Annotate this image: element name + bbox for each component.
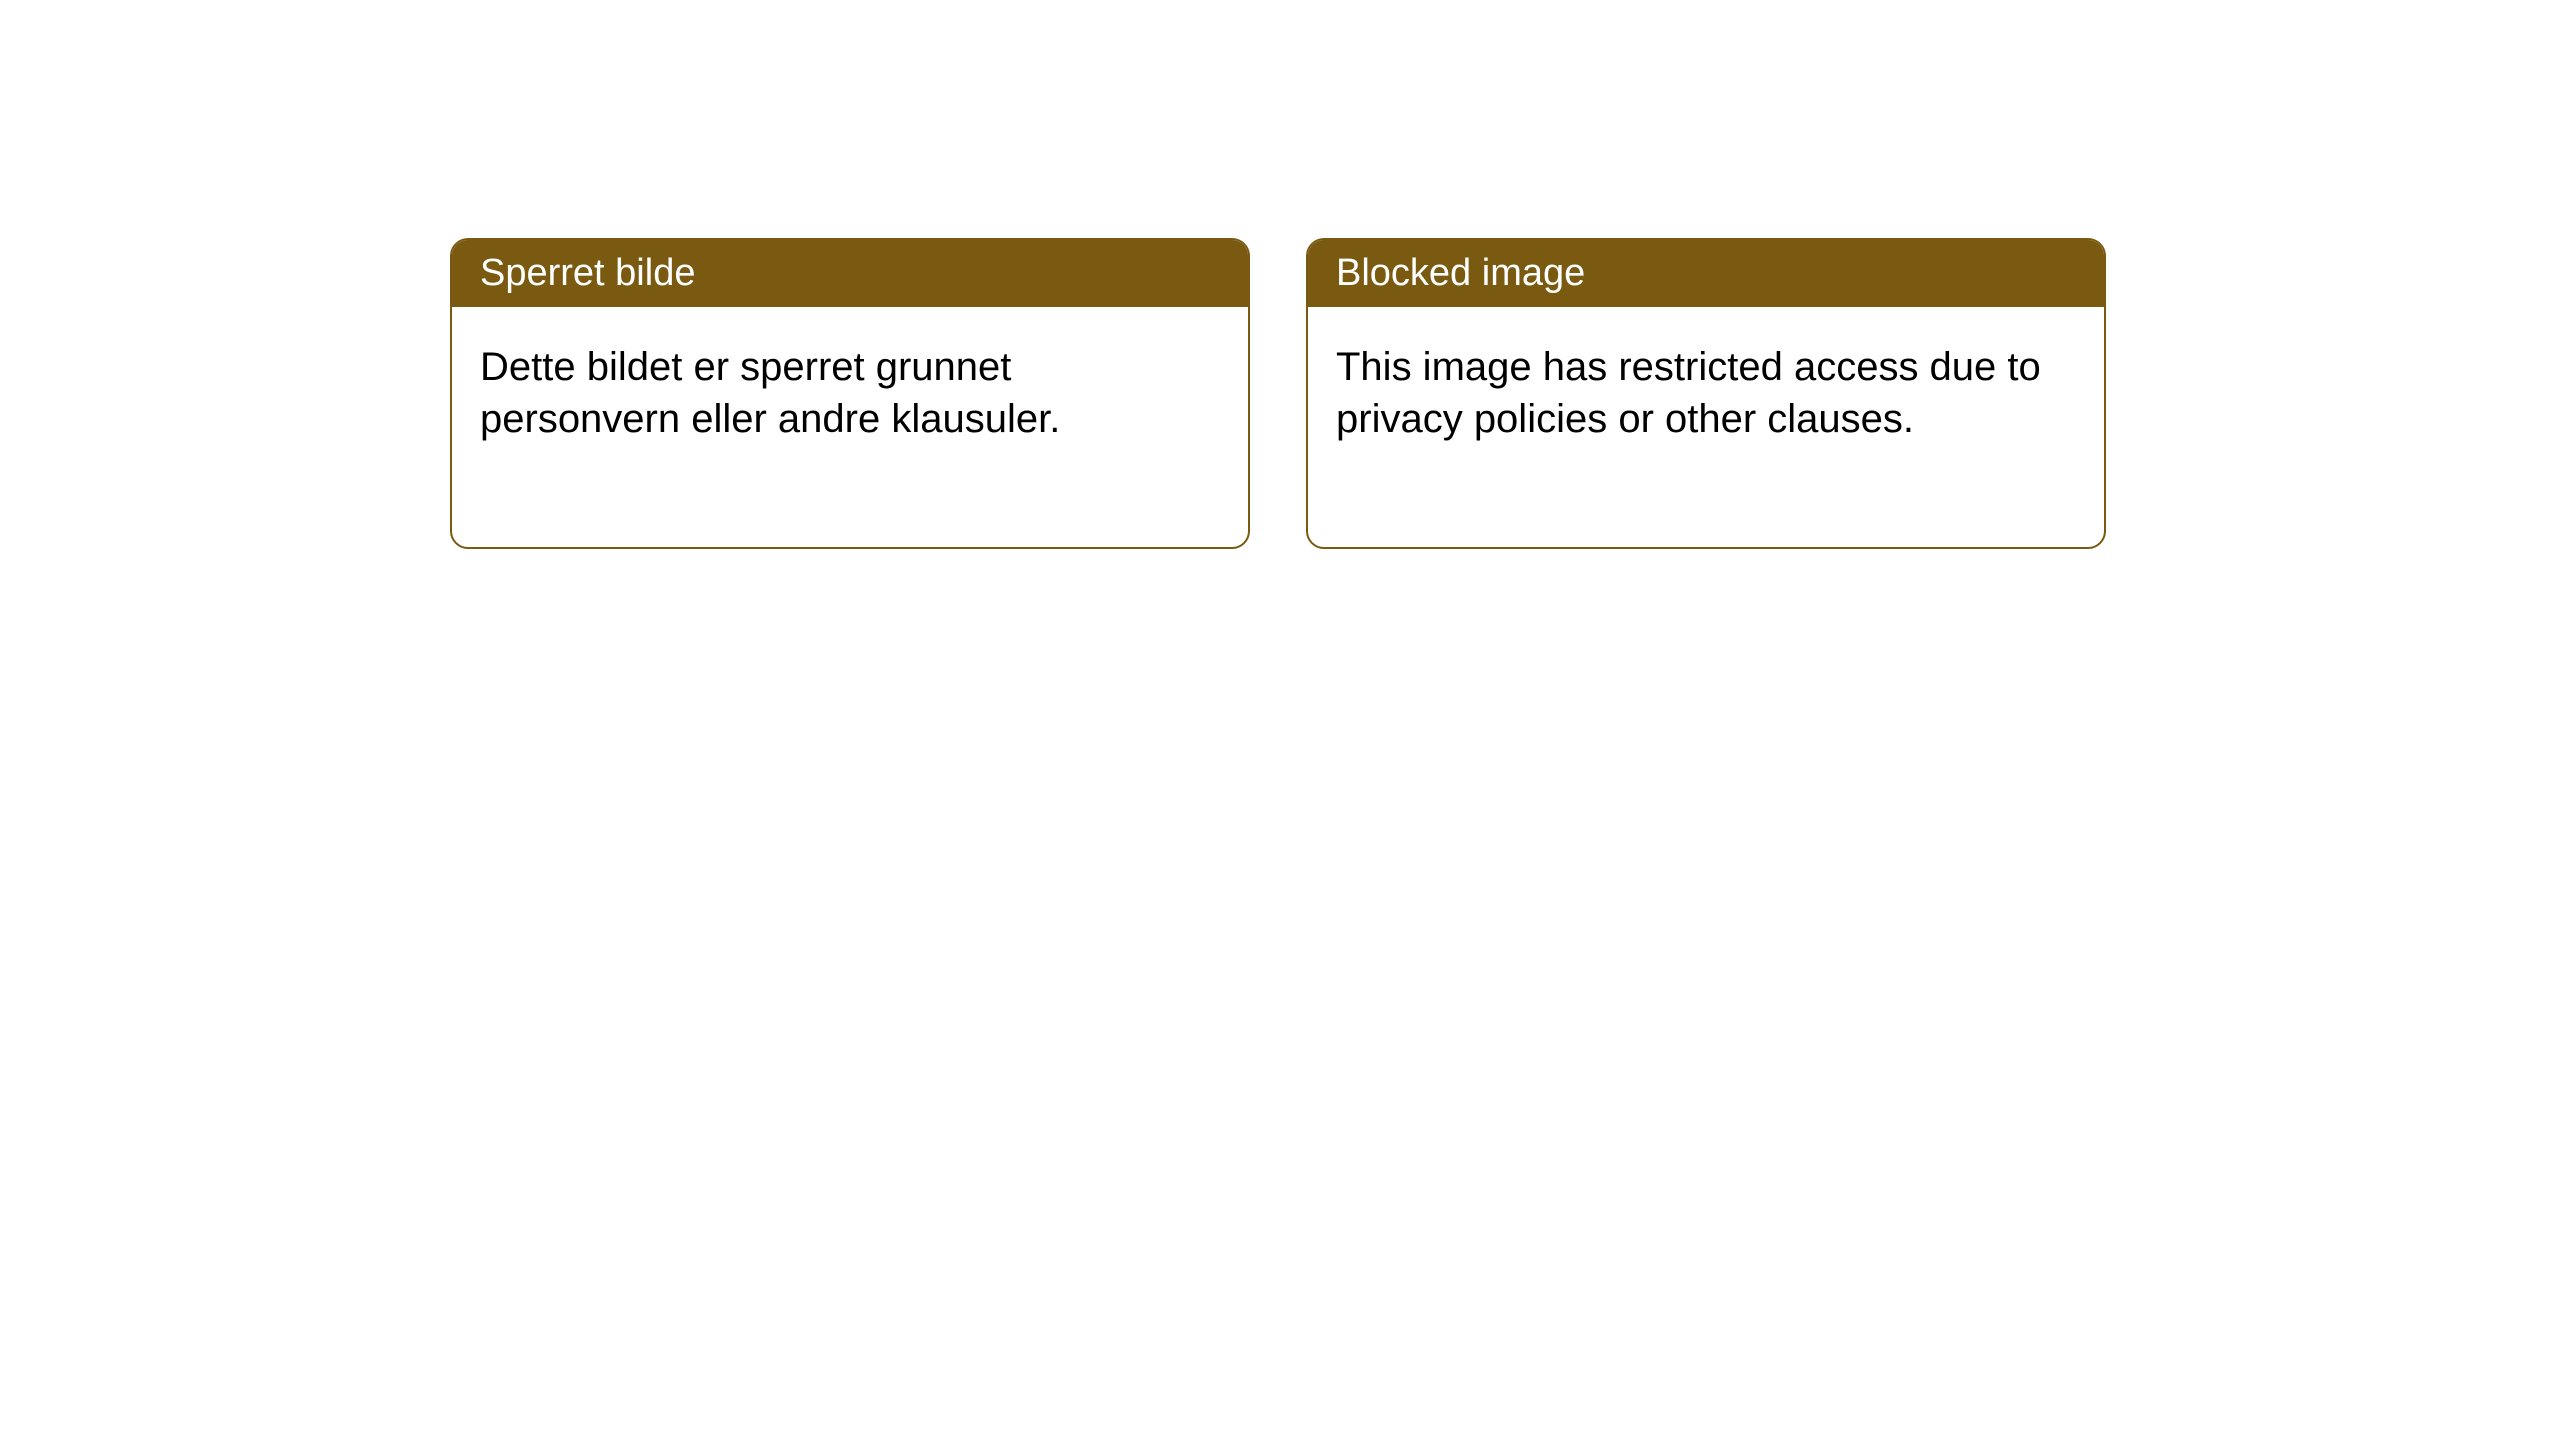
notice-box-norwegian: Sperret bilde Dette bildet er sperret gr… (450, 238, 1250, 549)
notice-container: Sperret bilde Dette bildet er sperret gr… (450, 238, 2106, 549)
notice-box-english: Blocked image This image has restricted … (1306, 238, 2106, 549)
notice-header-norwegian: Sperret bilde (452, 240, 1248, 307)
notice-body-english: This image has restricted access due to … (1308, 307, 2104, 547)
notice-body-norwegian: Dette bildet er sperret grunnet personve… (452, 307, 1248, 547)
notice-header-english: Blocked image (1308, 240, 2104, 307)
